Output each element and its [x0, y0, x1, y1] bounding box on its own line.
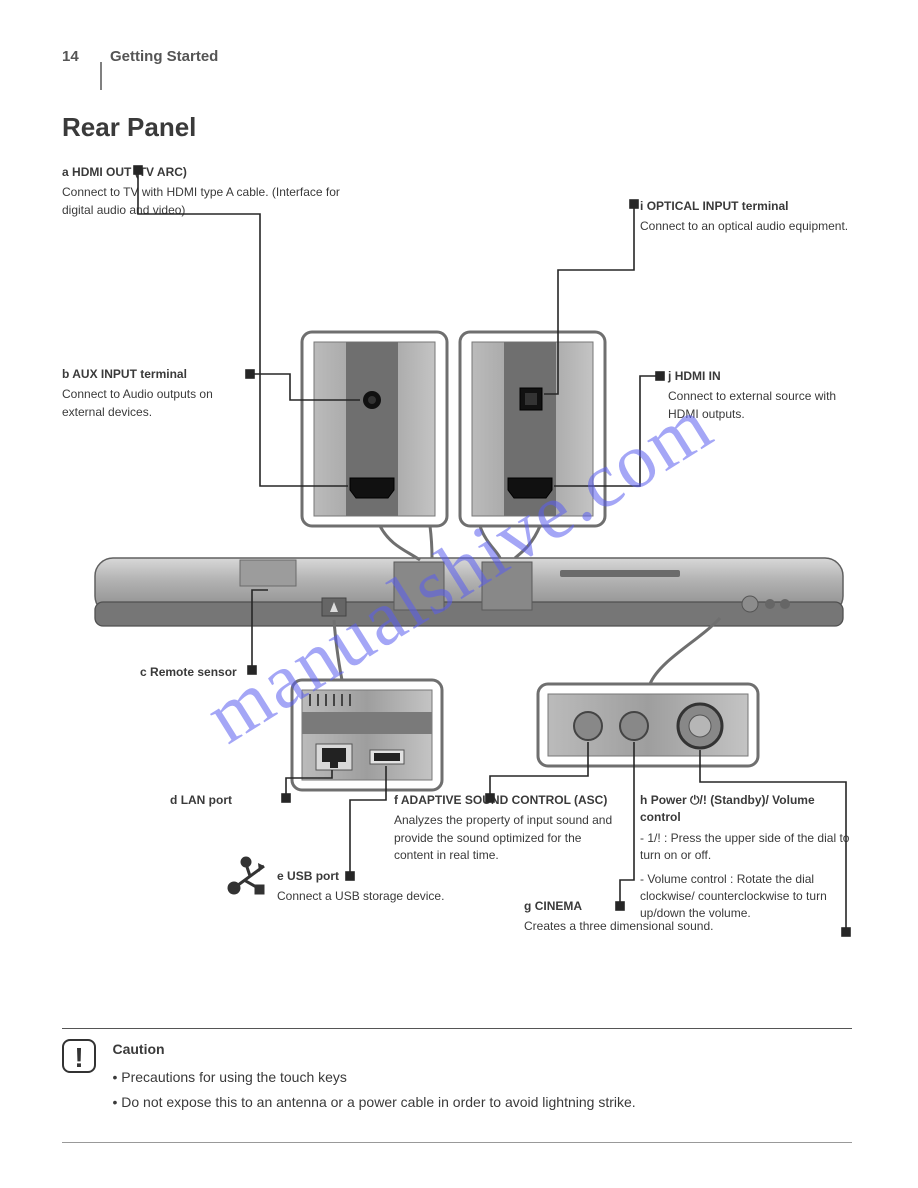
caution-bullet-1: Do not expose this to an antenna or a po… [121, 1094, 635, 1110]
callout-b: b AUX INPUT terminal Connect to Audio ou… [62, 366, 242, 421]
callout-a-body: Connect to TV with HDMI type A cable. (I… [62, 184, 362, 219]
callout-h-title: Power ⏻/! (Standby)/ Volume control [640, 793, 815, 824]
callout-h-letter: h [640, 793, 647, 807]
callout-a-letter: a [62, 165, 69, 179]
callout-c-letter: c [140, 665, 147, 679]
callout-e-body: Connect a USB storage device. [277, 888, 457, 905]
callout-c: c Remote sensor [140, 664, 320, 684]
callout-f-letter: f [394, 793, 398, 807]
callout-i-letter: i [640, 199, 643, 213]
callout-f: f ADAPTIVE SOUND CONTROL (ASC) Analyzes … [394, 792, 624, 865]
callout-d: d LAN port [170, 792, 350, 812]
callout-i: i OPTICAL INPUT terminal Connect to an o… [640, 198, 850, 236]
footer-divider [62, 1142, 852, 1143]
caution-label: Caution [112, 1039, 832, 1061]
callout-d-letter: d [170, 793, 177, 807]
callout-j-title: HDMI IN [675, 369, 721, 383]
callout-c-title: Remote sensor [150, 665, 237, 679]
page-container: 14 Getting Started Rear Panel a HDMI OUT… [0, 0, 918, 1188]
caution-bullet-0: Precautions for using the touch keys [121, 1069, 347, 1085]
callout-b-title: AUX INPUT terminal [72, 367, 187, 381]
callout-f-title: ADAPTIVE SOUND CONTROL (ASC) [401, 793, 607, 807]
page-number: 14 [62, 48, 79, 65]
callout-e: e USB port Connect a USB storage device. [277, 868, 457, 906]
callout-f-body: Analyzes the property of input sound and… [394, 812, 624, 864]
callout-e-letter: e [277, 869, 284, 883]
callout-i-title: OPTICAL INPUT terminal [647, 199, 789, 213]
callout-h: h Power ⏻/! (Standby)/ Volume control - … [640, 792, 852, 923]
caution-box: ! Caution • Precautions for using the to… [62, 1028, 852, 1143]
callout-b-body: Connect to Audio outputs on external dev… [62, 386, 242, 421]
header-divider [100, 62, 102, 90]
section-title: Rear Panel [62, 112, 196, 143]
caution-icon: ! [62, 1039, 96, 1073]
callout-d-title: LAN port [181, 793, 232, 807]
callout-a: a HDMI OUT (TV ARC) Connect to TV with H… [62, 164, 362, 219]
chapter-title: Getting Started [110, 48, 218, 65]
callout-a-title: HDMI OUT (TV ARC) [72, 165, 187, 179]
callout-g-letter: g [524, 899, 531, 913]
callout-i-body: Connect to an optical audio equipment. [640, 218, 850, 235]
callout-j-body: Connect to external source with HDMI out… [668, 388, 853, 423]
callout-h-body1: - 1/! : Press the upper side of the dial… [640, 830, 852, 865]
callout-j-letter: j [668, 369, 671, 383]
callout-h-body2: - Volume control : Rotate the dial clock… [640, 871, 852, 923]
callout-g-title: CINEMA [535, 899, 582, 913]
callout-j: j HDMI IN Connect to external source wit… [668, 368, 853, 423]
watermark-text: manualshive.com [190, 379, 728, 762]
callout-b-letter: b [62, 367, 69, 381]
callout-e-title: USB port [287, 869, 339, 883]
